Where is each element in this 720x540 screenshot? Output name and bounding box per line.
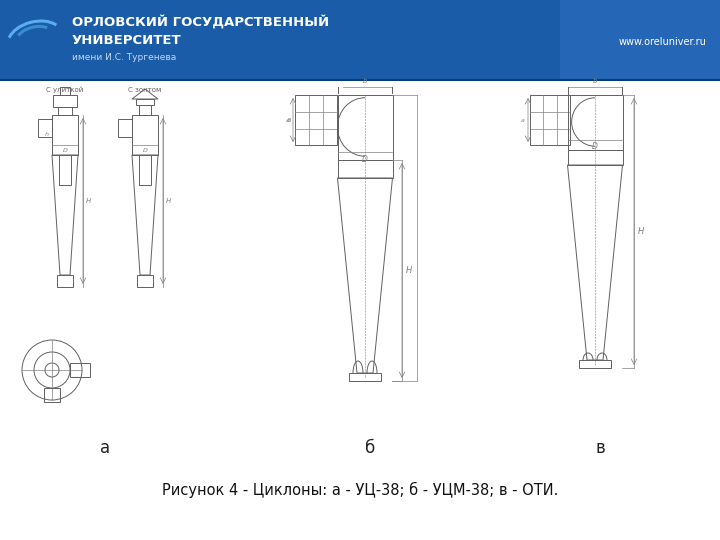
Bar [70,363,90,377]
Bar [137,275,153,287]
Text: а: а [100,439,110,457]
Bar [139,105,151,115]
Text: ОРЛОВСКИЙ ГОСУДАРСТВЕННЫЙ: ОРЛОВСКИЙ ГОСУДАРСТВЕННЫЙ [72,15,329,29]
Text: D: D [592,142,598,151]
Bar [38,119,52,137]
Text: б: б [365,439,375,457]
Bar [44,388,60,402]
Bar [132,115,158,155]
Bar [136,99,154,105]
Text: H: H [406,266,413,275]
Bar [530,95,570,145]
Bar [0,0,720,80]
Bar [57,275,73,287]
Bar [139,155,151,185]
Text: a: a [287,117,291,123]
Text: H: H [86,198,91,204]
Bar [53,95,77,107]
Text: a: a [286,118,290,123]
Bar [0,80,720,540]
Bar [59,155,71,185]
Bar [338,160,393,178]
Bar [579,360,611,368]
Text: Рисунок 4 - Циклоны: а - УЦ-38; б - УЦМ-38; в - ОТИ.: Рисунок 4 - Циклоны: а - УЦ-38; б - УЦМ-… [162,482,558,498]
Bar [118,119,132,137]
Text: УНИВЕРСИТЕТ: УНИВЕРСИТЕТ [72,33,181,46]
Text: D: D [63,148,68,153]
Bar [52,115,78,155]
Bar [568,95,623,150]
Text: в: в [595,439,605,457]
Text: С улиткой: С улиткой [46,86,84,93]
Text: H: H [638,227,644,236]
Bar [60,87,70,95]
Text: h: h [45,132,49,138]
Bar [58,107,72,115]
Text: b: b [363,78,367,84]
Text: D: D [143,148,148,153]
Text: b: b [593,78,598,84]
Text: С зонтом: С зонтом [128,87,161,93]
Text: H: H [166,198,171,204]
Text: D: D [362,155,368,164]
Bar [295,95,337,145]
Text: www.oreluniver.ru: www.oreluniver.ru [618,37,706,47]
Bar [568,150,623,165]
Text: имени И.С. Тургенева: имени И.С. Тургенева [72,53,176,63]
Bar [338,95,393,160]
Bar [349,373,381,381]
Text: a: a [521,118,525,123]
Bar [560,0,720,80]
